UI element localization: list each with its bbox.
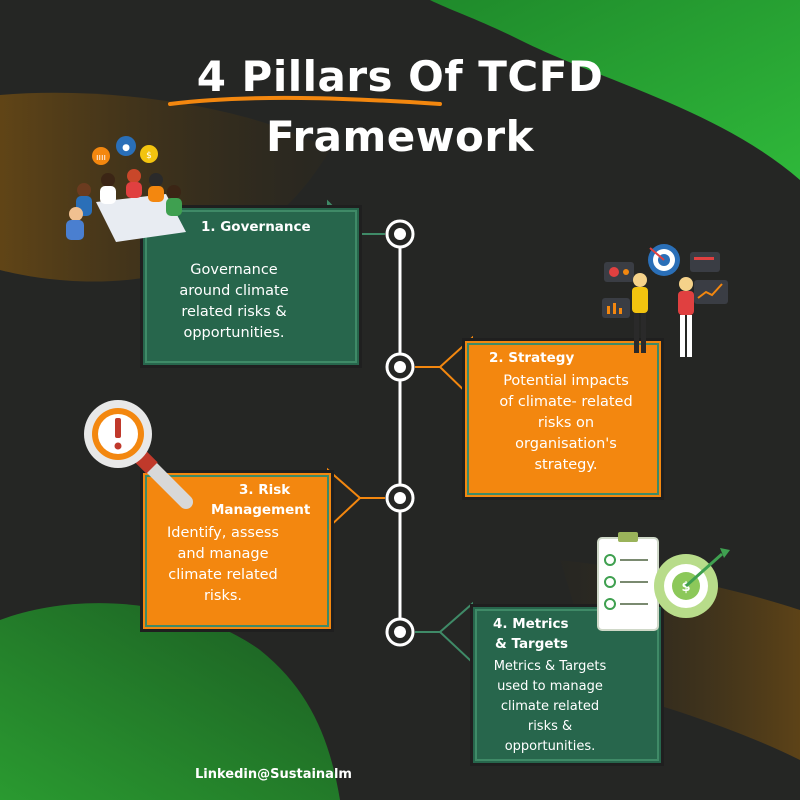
checklist-target-icon: $ — [597, 532, 730, 631]
pillar-strategy-box: 2. Strategy Potential impacts of climate… — [462, 338, 664, 500]
title-line-1: 4 Pillars Of TCFD — [196, 52, 604, 101]
pillar-risk-text: Identify, assess and manage climate rela… — [167, 525, 279, 604]
connector-risk — [327, 467, 385, 531]
pillar-risk-heading-2: Management — [211, 502, 311, 518]
strategy-target-illustration-icon — [602, 244, 728, 357]
green-blob-top-right — [430, 0, 800, 180]
meeting-illustration-icon: ıııı ● $ — [66, 136, 186, 242]
pillar-metrics-heading-2: & Targets — [495, 636, 569, 652]
pillar-governance-text: Governance around climate related risks … — [179, 262, 289, 341]
svg-text:$: $ — [146, 151, 152, 161]
svg-text:ıııı: ıııı — [96, 153, 106, 163]
timeline-node-2 — [385, 352, 415, 382]
pillar-governance-heading: 1. Governance — [201, 219, 311, 235]
timeline-node-4 — [385, 617, 415, 647]
timeline-node-3 — [385, 483, 415, 513]
footer-credit: Linkedin@Sustainalm — [195, 767, 352, 782]
timeline-node-1 — [385, 219, 415, 249]
svg-text:●: ● — [122, 143, 130, 153]
pillar-metrics-text: Metrics & Targets used to manage climate… — [493, 659, 607, 754]
magnifier-warning-icon — [84, 400, 193, 509]
pillar-risk-heading-1: 3. Risk — [239, 482, 291, 498]
pillar-metrics-heading-1: 4. Metrics — [493, 616, 569, 632]
title-underline — [168, 95, 442, 106]
green-blob-bottom-left — [0, 603, 340, 800]
title-line-2: Framework — [265, 112, 535, 161]
connector-metrics — [415, 601, 473, 665]
svg-text:$: $ — [681, 580, 690, 595]
pillar-strategy-heading: 2. Strategy — [489, 350, 575, 366]
pillar-strategy-text: Potential impacts of climate- related ri… — [499, 373, 633, 473]
